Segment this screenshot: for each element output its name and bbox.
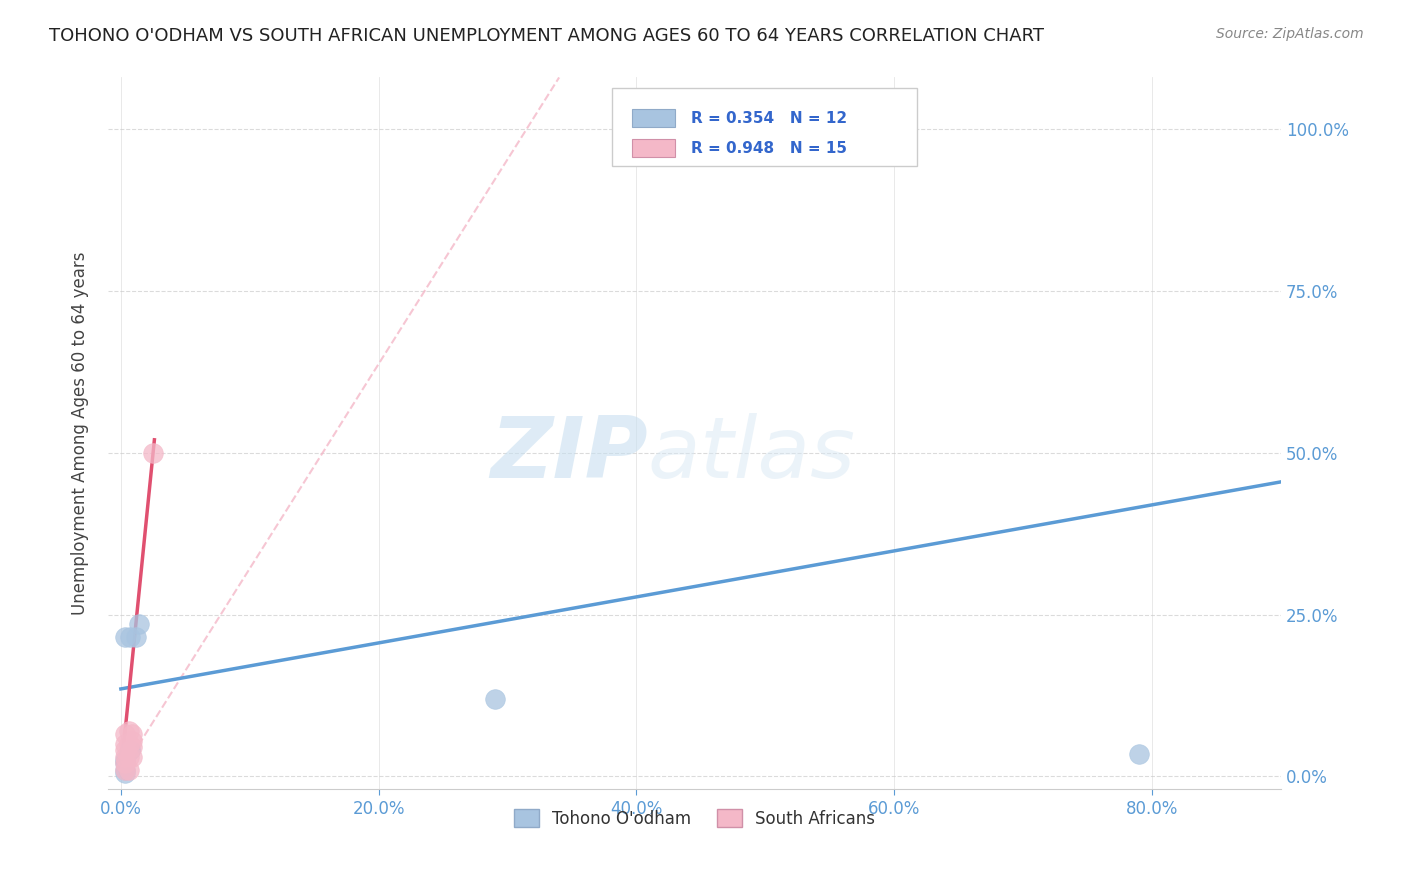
Point [128, 617, 150, 632]
Text: atlas: atlas [648, 413, 856, 496]
Point [114, 756, 136, 771]
Point [114, 737, 136, 751]
Point [118, 743, 141, 757]
Point [114, 630, 136, 644]
Point [117, 763, 139, 777]
Point [117, 723, 139, 738]
Point [114, 750, 136, 764]
Point [114, 756, 136, 771]
Point [114, 727, 136, 741]
Point [118, 630, 141, 644]
Point [114, 763, 136, 777]
Text: R = 0.354   N = 12: R = 0.354 N = 12 [690, 111, 846, 126]
Point [1128, 747, 1150, 761]
Text: R = 0.948   N = 15: R = 0.948 N = 15 [690, 141, 846, 156]
Point [125, 630, 148, 644]
Point [117, 750, 139, 764]
Point [114, 763, 136, 777]
Point [484, 691, 506, 706]
Point [121, 733, 143, 747]
Text: Source: ZipAtlas.com: Source: ZipAtlas.com [1216, 27, 1364, 41]
Point [121, 727, 143, 741]
Point [114, 753, 136, 767]
Y-axis label: Unemployment Among Ages 60 to 64 years: Unemployment Among Ages 60 to 64 years [72, 252, 89, 615]
Point [117, 737, 139, 751]
Point [121, 740, 143, 755]
Point [114, 766, 136, 780]
Text: ZIP: ZIP [489, 413, 648, 496]
Point [118, 743, 141, 757]
Point [114, 743, 136, 757]
Text: TOHONO O'ODHAM VS SOUTH AFRICAN UNEMPLOYMENT AMONG AGES 60 TO 64 YEARS CORRELATI: TOHONO O'ODHAM VS SOUTH AFRICAN UNEMPLOY… [49, 27, 1045, 45]
Bar [633, 139, 675, 157]
FancyBboxPatch shape [613, 88, 917, 167]
Bar [633, 110, 675, 128]
Legend: Tohono O'odham, South Africans: Tohono O'odham, South Africans [508, 803, 882, 834]
Point [142, 446, 165, 460]
Point [121, 750, 143, 764]
